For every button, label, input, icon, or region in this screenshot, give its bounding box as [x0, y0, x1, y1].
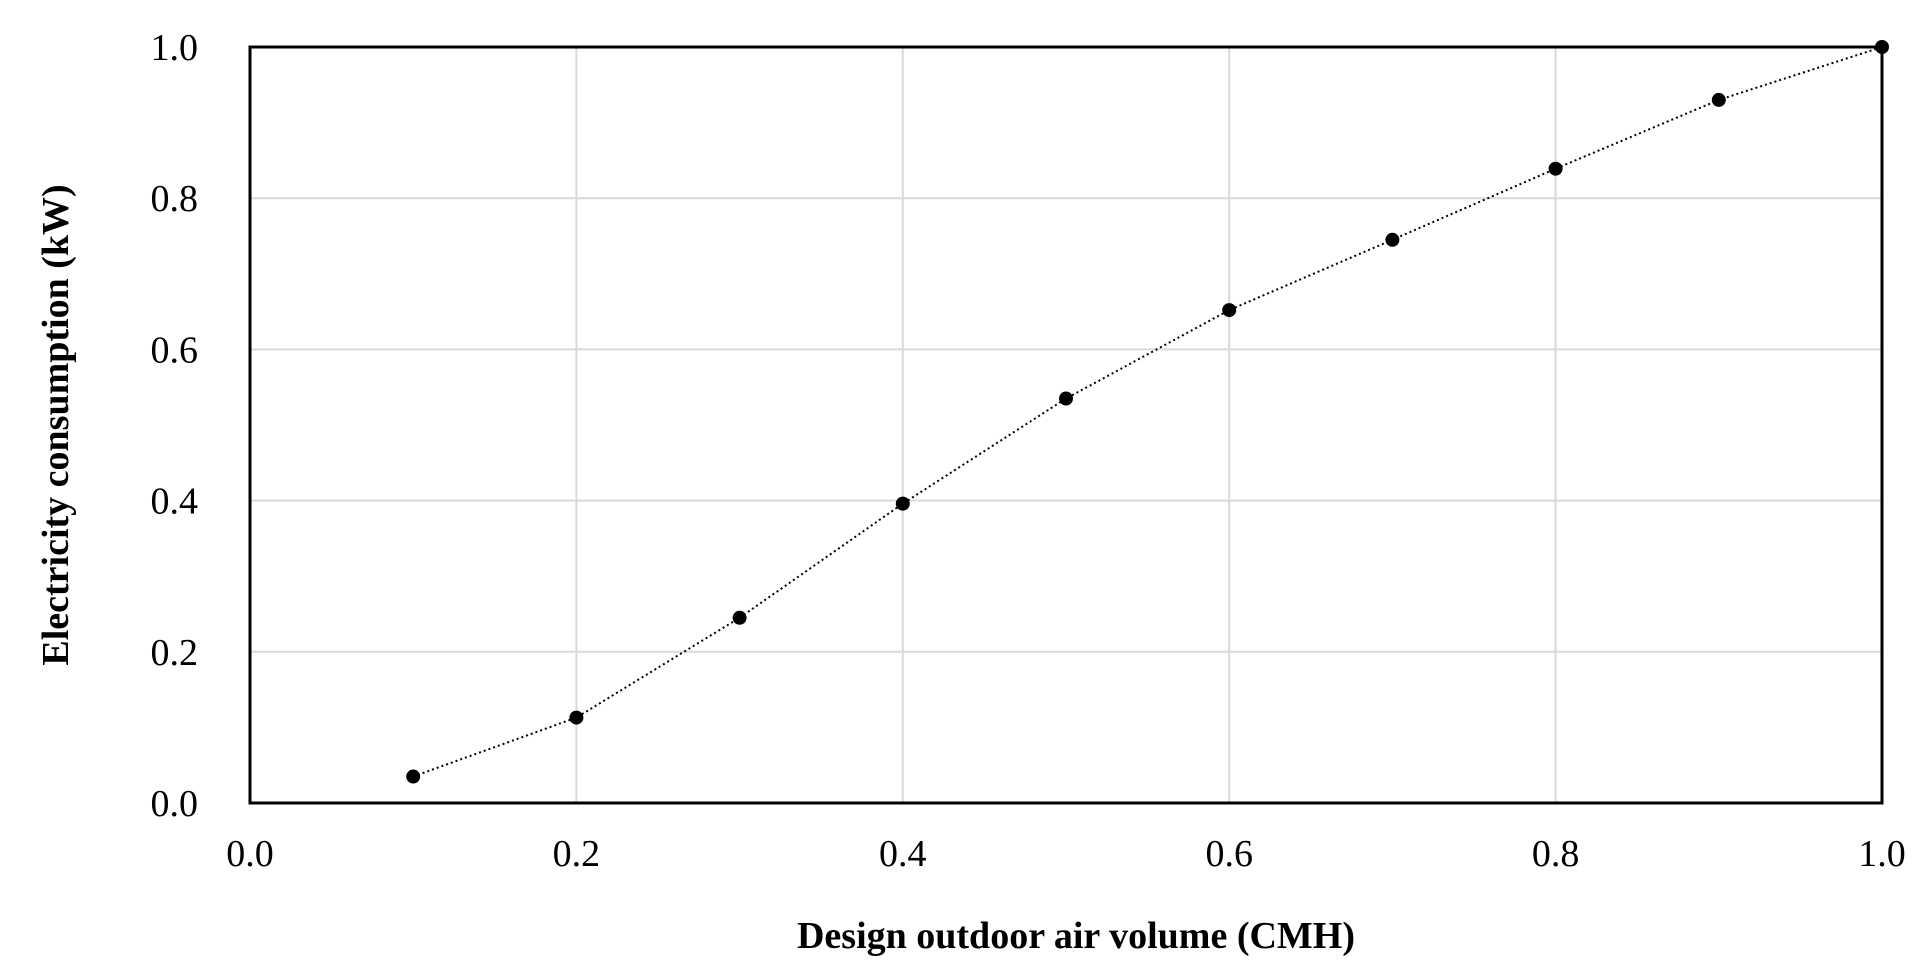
y-tick-label: 1.0 [151, 27, 199, 69]
data-point [1711, 92, 1726, 107]
x-axis-title: Design outdoor air volume (CMH) [797, 915, 1355, 957]
plot-area-frame [248, 45, 1884, 805]
grid-lines [249, 46, 1883, 804]
y-tick-label: 0.2 [151, 632, 199, 674]
data-point [406, 769, 421, 784]
data-point [895, 496, 910, 511]
x-tick-label: 0.0 [226, 833, 274, 875]
x-tick-label: 0.8 [1532, 833, 1580, 875]
y-tick-label: 0.8 [151, 178, 199, 220]
data-point [1385, 232, 1400, 247]
data-point [1059, 391, 1073, 406]
y-axis-title: Electricity consumption (kW) [35, 184, 77, 665]
x-tick-label: 1.0 [1858, 833, 1906, 875]
series-line-group [406, 40, 1889, 784]
data-point [1548, 161, 1563, 176]
x-tick-label: 0.4 [879, 833, 927, 875]
y-axis-ticks: 0.0 0.2 0.4 0.6 0.8 1.0 [151, 27, 199, 825]
y-tick-label: 0.0 [151, 783, 199, 825]
data-point [732, 610, 747, 625]
x-axis-ticks: 0.0 0.2 0.4 0.6 0.8 1.0 [226, 833, 1906, 875]
x-tick-label: 0.2 [553, 833, 601, 875]
series-line [412, 46, 1883, 778]
x-tick-label: 0.6 [1205, 833, 1253, 875]
data-point [1222, 303, 1237, 318]
y-tick-label: 0.6 [151, 329, 199, 371]
data-point [569, 710, 584, 725]
y-tick-label: 0.4 [151, 481, 199, 523]
